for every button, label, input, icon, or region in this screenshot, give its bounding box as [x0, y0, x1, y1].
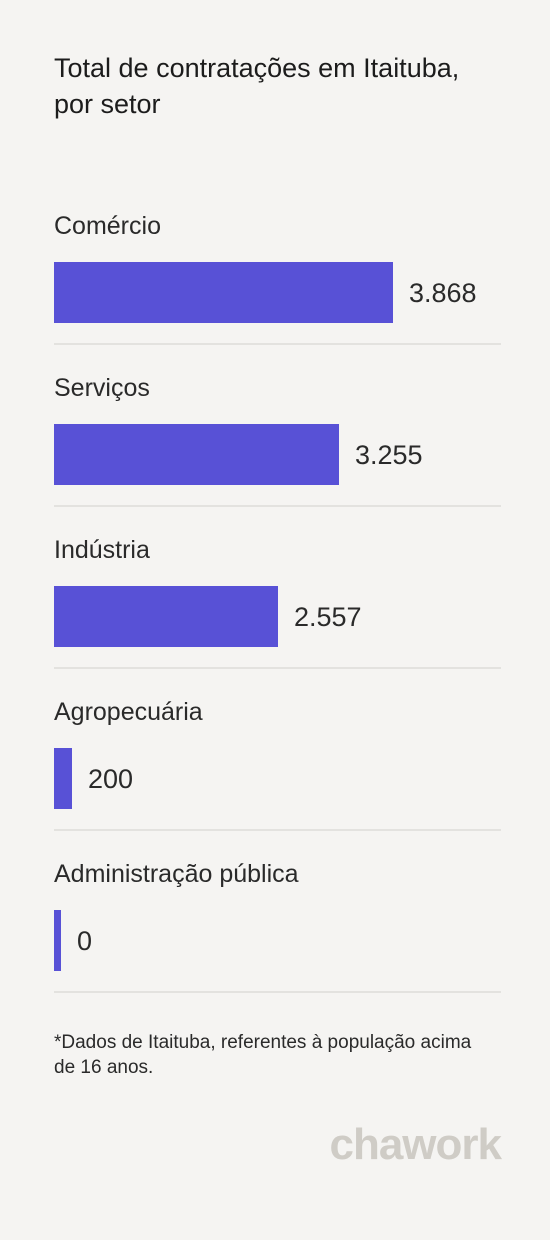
category-label: Agropecuária — [54, 698, 203, 726]
value-label: 3.868 — [409, 278, 477, 308]
bar — [54, 748, 72, 809]
bar — [54, 910, 61, 971]
row-divider — [54, 343, 501, 345]
bar-row: Serviços 3.255 — [54, 364, 501, 526]
value-label: 0 — [77, 926, 93, 956]
row-divider — [54, 829, 501, 831]
bar-row: Indústria 2.557 — [54, 526, 501, 688]
row-divider — [54, 505, 501, 507]
bar-chart: Comércio 3.868 Serviços 3.255 Indústria 2.557… — [54, 202, 501, 1012]
bar-row: Administração pública 0 — [54, 850, 501, 1012]
value-label: 2.557 — [294, 602, 362, 632]
bar — [54, 586, 278, 647]
value-label: 200 — [88, 764, 134, 794]
bar-row: Comércio 3.868 — [54, 202, 501, 364]
category-label: Indústria — [54, 536, 150, 564]
bar — [54, 262, 393, 323]
bar-row: Agropecuária 200 — [54, 688, 501, 850]
category-label: Administração pública — [54, 860, 299, 888]
bar — [54, 424, 339, 485]
brand-logo: chawork — [329, 1120, 502, 1169]
category-label: Comércio — [54, 212, 161, 240]
category-label: Serviços — [54, 374, 150, 402]
chart-title: Total de contratações em Itaituba, por s… — [54, 53, 460, 119]
value-label: 3.255 — [355, 440, 423, 470]
row-divider — [54, 991, 501, 993]
row-divider — [54, 667, 501, 669]
footnote: *Dados de Itaituba, referentes à populaç… — [54, 1032, 472, 1078]
